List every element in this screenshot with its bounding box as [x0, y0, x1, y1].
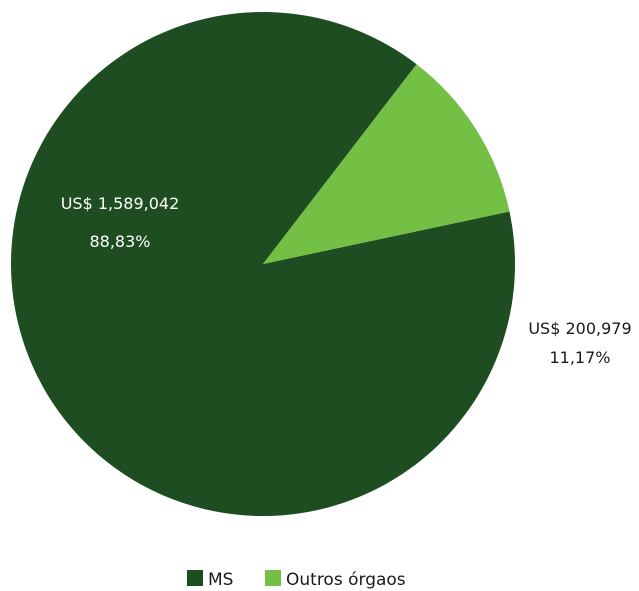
legend-swatch-ms	[187, 570, 203, 586]
legend: MS Outros órgaos	[187, 570, 406, 590]
legend-swatch-outros	[265, 570, 281, 586]
legend-label-ms: MS	[208, 570, 233, 590]
slice-label-outros: US$ 200,979 11,17%	[528, 319, 631, 367]
slice-percent-label-outros: 11,17%	[549, 348, 610, 367]
pie-slice-outros	[263, 64, 510, 264]
slice-value-label-outros: US$ 200,979	[528, 319, 631, 338]
pie-slices	[10, 11, 515, 516]
slice-label-ms: US$ 1,589,042 88,83%	[61, 194, 180, 251]
pie-slice-ms	[10, 11, 515, 516]
legend-label-outros: Outros órgaos	[286, 570, 406, 590]
slice-value-label-ms: US$ 1,589,042	[61, 194, 180, 213]
slice-percent-label-ms: 88,83%	[89, 232, 150, 251]
